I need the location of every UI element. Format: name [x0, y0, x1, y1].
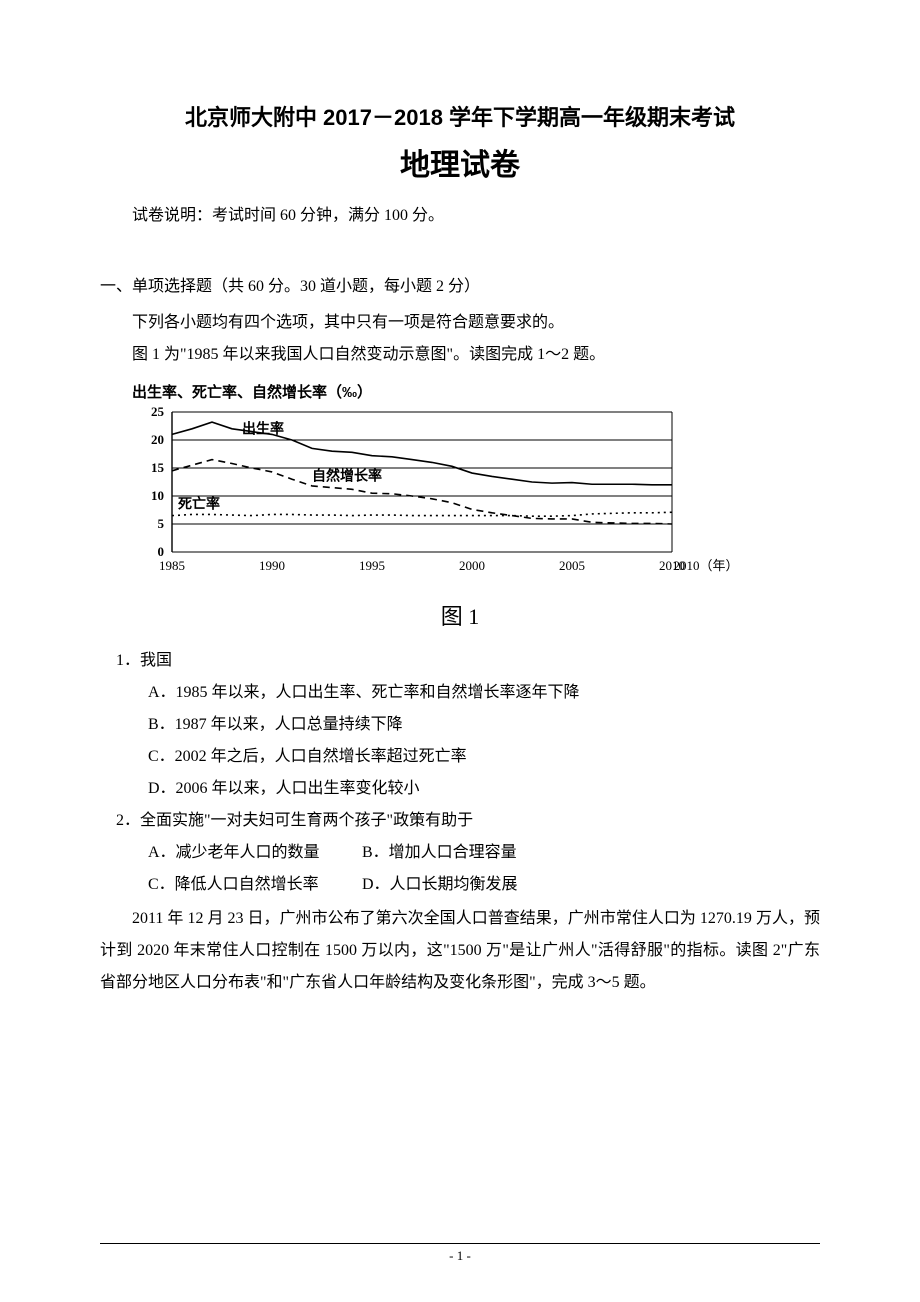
- q2-option-c: C．降低人口自然增长率: [148, 869, 358, 901]
- chart-axis-title: 出生率、死亡率、自然增长率（‰）: [132, 381, 742, 402]
- q1-option-d: D．2006 年以来，人口出生率变化较小: [100, 773, 820, 805]
- q2-option-b: B．增加人口合理容量: [362, 837, 572, 869]
- figure-1-label: 图 1: [100, 599, 820, 631]
- question-1: 1．我国 A．1985 年以来，人口出生率、死亡率和自然增长率逐年下降 B．19…: [100, 645, 820, 805]
- q1-option-c: C．2002 年之后，人口自然增长率超过死亡率: [100, 741, 820, 773]
- svg-text:2010（年）: 2010（年）: [673, 558, 738, 573]
- q1-stem: 1．我国: [100, 645, 820, 677]
- svg-text:自然增长率: 自然增长率: [312, 467, 382, 483]
- svg-text:15: 15: [151, 460, 165, 475]
- svg-text:5: 5: [158, 516, 165, 531]
- exam-school-year-title: 北京师大附中 2017－2018 学年下学期高一年级期末考试: [100, 100, 820, 132]
- svg-text:1990: 1990: [259, 558, 285, 573]
- q2-option-d: D．人口长期均衡发展: [362, 869, 572, 901]
- svg-text:2000: 2000: [459, 558, 485, 573]
- page-number: - 1 -: [449, 1248, 471, 1263]
- section-1-heading: 一、单项选择题（共 60 分。30 道小题，每小题 2 分）: [100, 271, 820, 303]
- svg-text:25: 25: [151, 406, 165, 419]
- q1-option-b: B．1987 年以来，人口总量持续下降: [100, 709, 820, 741]
- q1-2-intro: 图 1 为"1985 年以来我国人口自然变动示意图"。读图完成 1～2 题。: [100, 339, 820, 371]
- population-rate-line-chart: 05101520251985199019952000200520102010（年…: [132, 406, 742, 576]
- svg-text:1995: 1995: [359, 558, 385, 573]
- exam-instructions: 试卷说明：考试时间 60 分钟，满分 100 分。: [100, 202, 820, 231]
- figure-1-chart: 出生率、死亡率、自然增长率（‰） 0 5 10 15 20 25 1985 1990 1995 2…: [132, 381, 742, 581]
- svg-text:10: 10: [151, 488, 164, 503]
- svg-text:出生率: 出生率: [242, 420, 284, 436]
- q2-option-a: A．减少老年人口的数量: [148, 837, 358, 869]
- section-1-note: 下列各小题均有四个选项，其中只有一项是符合题意要求的。: [100, 307, 820, 339]
- q2-options-row-2: C．降低人口自然增长率 D．人口长期均衡发展: [100, 869, 820, 901]
- question-2: 2．全面实施"一对夫妇可生育两个孩子"政策有助于 A．减少老年人口的数量 B．增…: [100, 805, 820, 901]
- svg-text:0: 0: [158, 544, 165, 559]
- svg-text:20: 20: [151, 432, 164, 447]
- q3-5-passage: 2011 年 12 月 23 日，广州市公布了第六次全国人口普查结果，广州市常住…: [100, 903, 820, 999]
- q1-option-a: A．1985 年以来，人口出生率、死亡率和自然增长率逐年下降: [100, 677, 820, 709]
- subject-title: 地理试卷: [100, 140, 820, 184]
- svg-text:1985: 1985: [159, 558, 185, 573]
- page-footer: - 1 -: [100, 1243, 820, 1264]
- svg-text:死亡率: 死亡率: [177, 495, 220, 511]
- q2-stem: 2．全面实施"一对夫妇可生育两个孩子"政策有助于: [100, 805, 820, 837]
- footer-divider: [100, 1243, 820, 1244]
- svg-text:2005: 2005: [559, 558, 585, 573]
- q2-options-row-1: A．减少老年人口的数量 B．增加人口合理容量: [100, 837, 820, 869]
